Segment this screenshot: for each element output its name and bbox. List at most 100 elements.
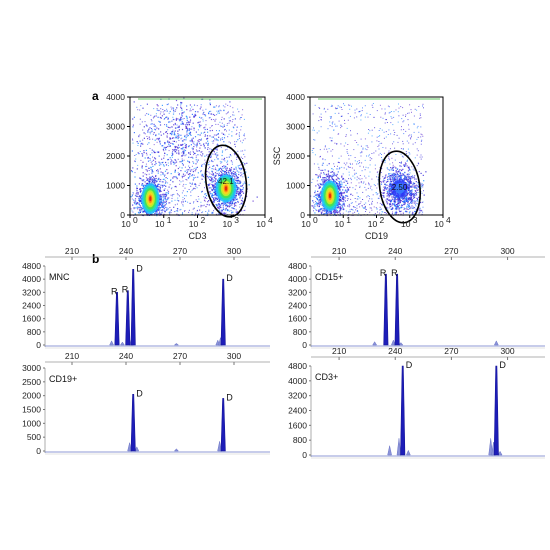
event-dot [166,110,168,112]
event-dot [164,204,166,206]
event-dot [312,152,314,154]
event-dot [339,209,340,211]
event-dot [155,180,157,182]
event-dot [337,207,339,209]
event-dot [140,195,142,197]
event-dot [156,109,158,111]
event-dot [221,168,223,170]
event-dot [132,193,134,195]
event-dot [193,141,195,143]
event-dot [185,126,187,128]
event-dot [211,183,213,186]
event-dot [141,183,143,185]
event-dot [163,207,165,209]
event-dot [210,155,212,157]
event-dot [320,119,322,121]
event-dot [174,171,176,173]
event-dot [138,183,140,185]
event-dot [236,129,238,131]
event-dot [348,213,350,215]
event-dot [417,150,419,152]
event-dot [165,200,167,202]
event-dot [421,183,423,185]
event-dot [331,168,333,170]
event-dot [228,156,230,158]
event-dot [323,172,325,174]
event-dot [140,159,142,161]
event-dot [335,211,337,214]
event-dot [369,198,371,200]
x-tick-label: 10 [223,219,233,229]
event-dot [184,210,186,212]
event-dot [235,198,237,200]
event-dot [146,136,148,137]
event-dot [343,145,345,147]
event-dot [322,181,325,183]
event-dot [237,182,239,184]
event-dot [377,211,378,213]
event-dot [168,150,170,152]
event-dot [226,209,228,211]
event-dot [158,206,160,208]
event-dot [209,148,211,150]
event-dot [150,168,152,170]
event-dot [220,206,222,209]
event-dot [197,134,199,136]
event-dot [220,110,222,112]
event-dot [360,155,362,157]
event-dot [180,170,182,172]
event-dot [421,192,423,194]
event-dot [208,164,210,166]
event-dot [408,112,410,114]
event-dot [134,172,136,174]
event-dot [196,187,198,189]
event-dot [159,186,162,188]
event-dot [346,180,348,182]
event-dot [137,142,139,144]
event-dot [389,154,390,155]
event-dot [213,194,215,196]
event-dot [187,173,190,175]
event-dot [182,146,184,149]
event-dot [329,213,331,215]
event-dot [213,200,215,202]
event-dot [409,134,411,136]
event-dot [400,210,402,212]
event-dot [147,179,148,181]
event-dot [204,197,206,199]
event-dot [161,205,163,207]
event-dot [171,187,173,189]
event-dot [390,116,392,118]
event-dot [216,148,218,150]
event-dot [208,210,210,212]
event-dot [421,210,423,212]
event-dot [180,117,182,119]
event-dot [393,129,395,131]
event-dot [205,193,207,194]
event-dot [239,197,241,199]
event-dot [166,199,168,201]
event-dot [339,212,341,214]
event-dot [189,175,191,177]
event-dot [137,152,139,154]
event-dot [210,187,212,189]
event-dot [160,174,162,176]
event-dot [235,196,237,198]
event-dot [340,200,342,202]
event-dot [420,140,422,142]
event-dot [343,192,345,194]
event-dot [371,153,373,154]
event-dot [354,177,356,179]
event-dot [335,108,337,110]
event-dot [134,194,136,196]
y-tick-label: 0 [120,210,125,220]
event-dot [235,166,237,168]
event-dot [157,116,159,118]
event-dot [169,184,171,186]
event-dot [189,133,191,135]
event-dot [161,200,163,202]
event-dot [171,156,173,158]
event-dot [354,188,356,190]
event-dot [185,184,187,185]
event-dot [165,161,167,164]
